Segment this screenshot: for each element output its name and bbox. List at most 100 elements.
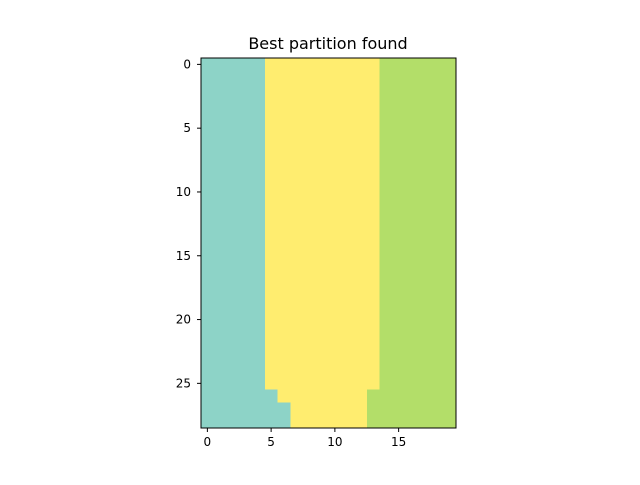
heatmap-cell: [354, 402, 368, 416]
heatmap-cell: [226, 300, 240, 314]
heatmap-cell: [303, 134, 317, 148]
heatmap-cell: [315, 109, 330, 123]
heatmap-cell: [277, 96, 291, 110]
heatmap-cell: [443, 351, 457, 365]
heatmap-cell: [354, 121, 368, 136]
heatmap-cell: [303, 211, 317, 225]
heatmap-cell: [201, 121, 215, 136]
heatmap-cell: [443, 160, 457, 174]
y-tick-label: 10: [176, 185, 191, 199]
heatmap-cell: [430, 402, 444, 416]
heatmap-cell: [405, 389, 419, 404]
heatmap-cell: [264, 58, 279, 72]
heatmap-cell: [264, 70, 279, 85]
heatmap-cell: [303, 172, 317, 187]
heatmap-cell: [405, 402, 419, 416]
heatmap-cell: [303, 58, 317, 72]
heatmap-cell: [239, 313, 253, 327]
heatmap-cell: [213, 274, 228, 289]
heatmap-cell: [290, 313, 304, 327]
heatmap-cell: [341, 109, 355, 123]
heatmap-cell: [341, 287, 355, 302]
heatmap-cell: [341, 147, 355, 161]
heatmap-cell: [328, 389, 342, 404]
heatmap-cell: [239, 262, 253, 276]
heatmap-cell: [213, 223, 228, 238]
heatmap-cell: [392, 121, 406, 136]
heatmap-cell: [252, 376, 266, 391]
heatmap-cell: [354, 262, 368, 276]
heatmap-cell: [264, 389, 279, 404]
heatmap-cell: [201, 389, 215, 404]
heatmap-cell: [239, 274, 253, 289]
heatmap-cell: [239, 147, 253, 161]
heatmap-cell: [252, 300, 266, 314]
heatmap-cell: [201, 287, 215, 302]
heatmap-cell: [315, 300, 330, 314]
heatmap-cell: [252, 415, 266, 429]
heatmap-cell: [366, 109, 381, 123]
heatmap-cell: [366, 376, 381, 391]
heatmap-cell: [366, 262, 381, 276]
heatmap-cell: [430, 287, 444, 302]
heatmap-cell: [226, 121, 240, 136]
heatmap-cell: [341, 415, 355, 429]
heatmap-cell: [366, 338, 381, 353]
heatmap-cell: [379, 198, 393, 212]
heatmap-cell: [430, 172, 444, 187]
heatmap-cell: [277, 338, 291, 353]
heatmap-cell: [213, 147, 228, 161]
heatmap-cell: [226, 274, 240, 289]
heatmap-cell: [264, 287, 279, 302]
heatmap-cell: [226, 351, 240, 365]
heatmap-cell: [277, 262, 291, 276]
heatmap-cell: [443, 415, 457, 429]
heatmap-cell: [430, 58, 444, 72]
heatmap-cell: [290, 236, 304, 250]
heatmap-cell: [252, 211, 266, 225]
heatmap-cell: [213, 262, 228, 276]
heatmap-cell: [405, 223, 419, 238]
heatmap-cell: [264, 262, 279, 276]
heatmap-cell: [277, 223, 291, 238]
heatmap-cell: [443, 70, 457, 85]
heatmap-cell: [366, 185, 381, 199]
heatmap-cell: [303, 415, 317, 429]
heatmap-cell: [315, 198, 330, 212]
heatmap-cell: [366, 160, 381, 174]
heatmap-cell: [354, 58, 368, 72]
heatmap-cell: [354, 338, 368, 353]
heatmap-cell: [392, 236, 406, 250]
heatmap-cell: [417, 198, 432, 212]
heatmap-cell: [328, 313, 342, 327]
heatmap-cell: [201, 109, 215, 123]
heatmap-cell: [239, 58, 253, 72]
heatmap-cell: [239, 376, 253, 391]
heatmap-cell: [264, 325, 279, 340]
heatmap-cell: [405, 249, 419, 263]
heatmap-cell: [354, 83, 368, 97]
heatmap-cell: [201, 185, 215, 199]
heatmap-cell: [443, 338, 457, 353]
heatmap-cell: [315, 172, 330, 187]
heatmap-cell: [366, 389, 381, 404]
heatmap-cell: [303, 274, 317, 289]
heatmap-cell: [252, 70, 266, 85]
heatmap-cell: [341, 376, 355, 391]
heatmap-cell: [354, 415, 368, 429]
heatmap-cell: [392, 325, 406, 340]
heatmap-cell: [328, 198, 342, 212]
heatmap-cell: [430, 96, 444, 110]
heatmap-cell: [379, 389, 393, 404]
heatmap-cell: [443, 376, 457, 391]
heatmap-cell: [379, 236, 393, 250]
heatmap-cell: [213, 249, 228, 263]
heatmap-cell: [315, 58, 330, 72]
heatmap-cell: [354, 325, 368, 340]
heatmap-cell: [328, 185, 342, 199]
heatmap-cell: [213, 389, 228, 404]
heatmap-cell: [201, 83, 215, 97]
heatmap-cell: [264, 223, 279, 238]
heatmap-cell: [328, 262, 342, 276]
heatmap-cell: [392, 198, 406, 212]
